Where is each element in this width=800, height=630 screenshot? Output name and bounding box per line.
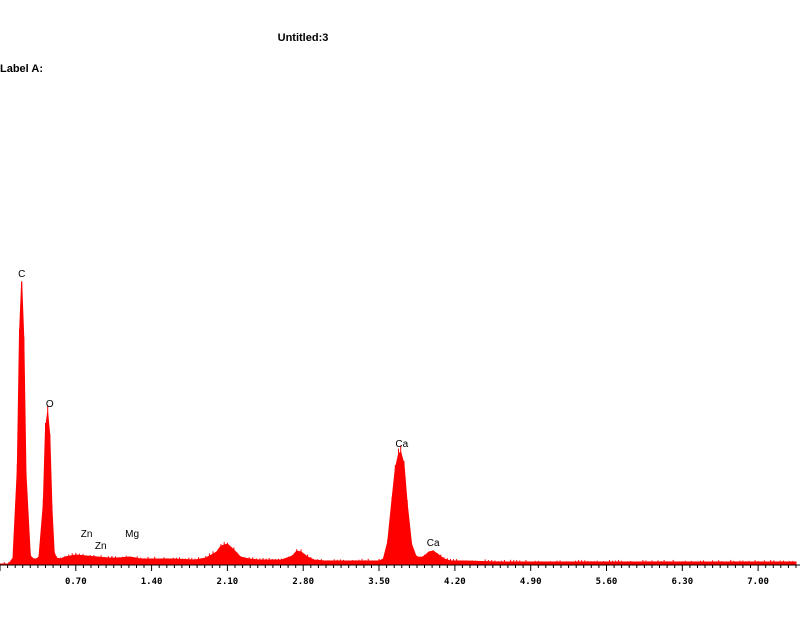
x-tick-label: 0.70: [65, 577, 87, 587]
peak-label: Ca: [395, 439, 408, 450]
x-tick-label: 1.40: [141, 577, 163, 587]
chart-title: Untitled:3: [277, 32, 329, 44]
x-tick-label: 4.20: [444, 577, 466, 587]
peak-label: Mg: [125, 529, 139, 540]
peak-label: O: [46, 399, 54, 410]
x-axis: 0.70 1.40 2.10 2.80 3.50 4.20 4.90 5.60 6.30 7.00: [0, 564, 800, 587]
x-tick-label: 7.00: [747, 577, 769, 587]
label-a: Label A:: [0, 63, 43, 75]
x-tick-label: 5.60: [596, 577, 618, 587]
plot-area: [0, 281, 797, 565]
x-tick-label: 2.80: [292, 577, 314, 587]
peak-label: Ca: [427, 538, 440, 549]
peak-label: Zn: [95, 541, 107, 552]
peak-label: Zn: [81, 529, 93, 540]
x-tick-label: 2.10: [217, 577, 239, 587]
peak-label: C: [18, 269, 25, 280]
x-tick-label: 6.30: [671, 577, 693, 587]
x-tick-label: 3.50: [368, 577, 390, 587]
x-tick-label: 4.90: [520, 577, 542, 587]
